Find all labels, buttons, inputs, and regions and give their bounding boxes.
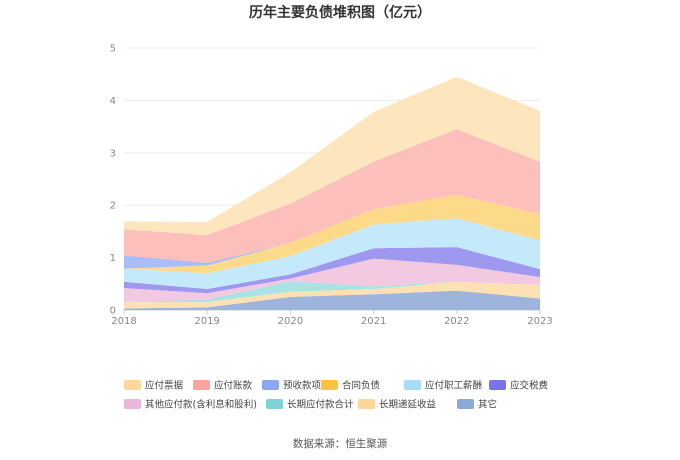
- legend-label: 其他应付款(含利息和股利): [145, 399, 257, 411]
- legend-swatch: [266, 399, 283, 409]
- area-应付账款: [124, 129, 540, 263]
- legend-label: 其它: [478, 399, 497, 411]
- area-长期应付款合计: [124, 281, 540, 303]
- area-预收款项: [124, 194, 540, 269]
- legend-swatch: [262, 380, 279, 390]
- area-应付票据: [124, 76, 540, 236]
- legend-item[interactable]: 其他应付款(含利息和股利): [124, 399, 257, 411]
- legend-swatch: [358, 399, 375, 409]
- legend-label: 应付票据: [145, 380, 184, 392]
- legend-label: 长期递延收益: [379, 399, 437, 411]
- legend-swatch: [124, 380, 141, 390]
- y-tick-label: 0: [110, 306, 116, 317]
- legend-label: 合同负债: [342, 380, 381, 392]
- y-tick-label: 3: [110, 148, 116, 159]
- legend-item[interactable]: 应付账款: [193, 380, 253, 392]
- legend-item[interactable]: 其它: [457, 399, 497, 411]
- legend-item[interactable]: 长期递延收益: [358, 399, 437, 411]
- x-axis: 2018 2019 2020 2021 2022 2023: [111, 310, 553, 327]
- legend-swatch: [321, 380, 338, 390]
- area-其它: [124, 290, 540, 310]
- x-tick-label: 2023: [527, 316, 552, 327]
- legend-swatch: [124, 399, 141, 409]
- x-tick-label: 2021: [361, 316, 386, 327]
- area-合同负债: [124, 194, 540, 274]
- legend-swatch: [193, 380, 210, 390]
- area-其他应付款(含利息和股利): [124, 258, 540, 303]
- legend-item[interactable]: 应付职工薪酬: [404, 380, 482, 392]
- y-tick-label: 1: [110, 253, 116, 264]
- legend-swatch: [457, 399, 474, 409]
- area-应付职工薪酬: [124, 218, 540, 289]
- legend-label: 应付账款: [214, 380, 253, 392]
- y-axis: 0 1 2 3 4 5: [110, 44, 116, 317]
- legend-item[interactable]: 合同负债: [321, 380, 381, 392]
- legend-item[interactable]: 应付票据: [124, 380, 184, 392]
- y-tick-label: 2: [110, 201, 116, 212]
- legend-item[interactable]: 应交税费: [489, 380, 548, 392]
- legend-item[interactable]: 预收款项: [262, 380, 322, 392]
- data-source: 数据来源：恒生聚源: [293, 437, 388, 450]
- legend-label: 应付职工薪酬: [425, 380, 482, 392]
- legend-label: 长期应付款合计: [287, 399, 354, 411]
- x-tick-label: 2018: [111, 316, 136, 327]
- legend-label: 应交税费: [510, 380, 548, 392]
- chart-title: 历年主要负债堆积图（亿元）: [249, 4, 431, 21]
- legend-swatch: [404, 380, 421, 390]
- area-长期递延收益: [124, 281, 540, 309]
- x-tick-label: 2022: [444, 316, 469, 327]
- x-tick-label: 2019: [194, 316, 219, 327]
- legend-item[interactable]: 长期应付款合计: [266, 399, 354, 411]
- y-tick-label: 5: [110, 44, 116, 55]
- area-series: [124, 76, 540, 310]
- legend-swatch: [489, 380, 506, 390]
- x-tick-label: 2020: [278, 316, 303, 327]
- y-tick-label: 4: [110, 96, 116, 107]
- area-应交税费: [124, 247, 540, 294]
- legend-label: 预收款项: [283, 380, 322, 392]
